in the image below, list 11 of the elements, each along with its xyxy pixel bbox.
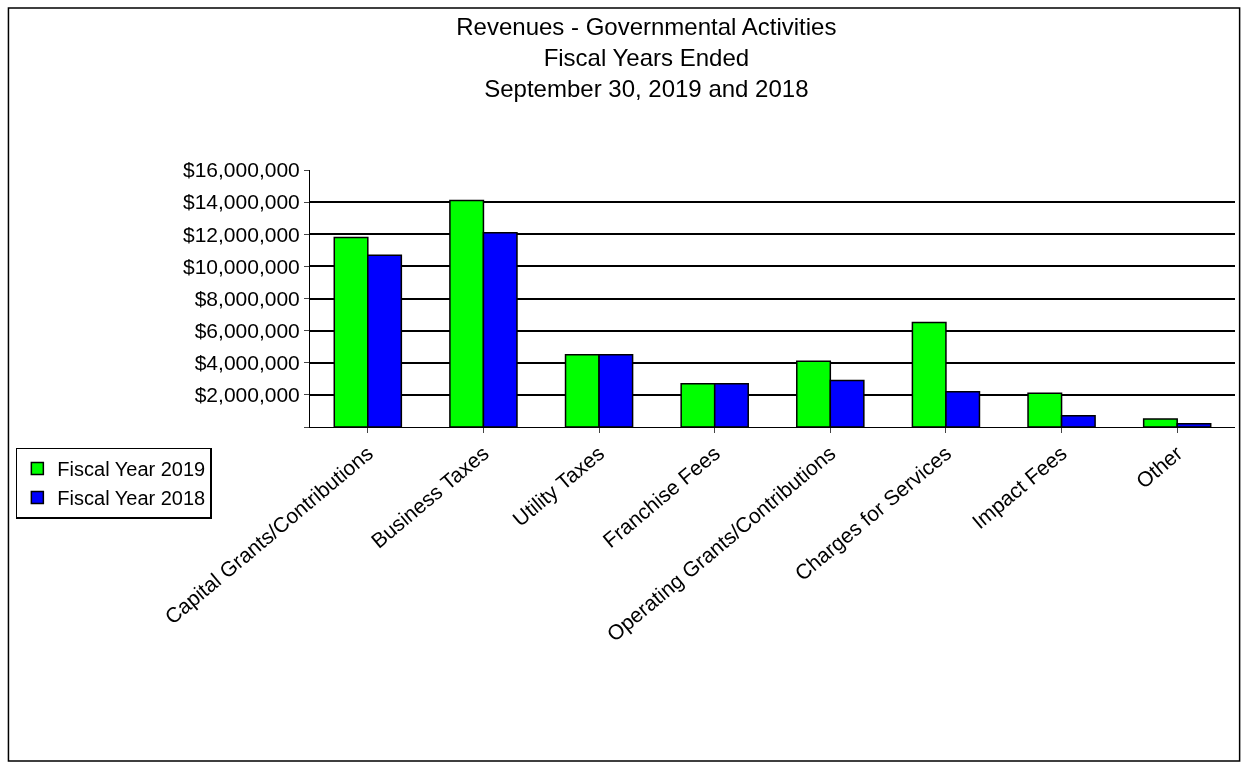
y-tick-label: $4,000,000: [194, 351, 300, 375]
y-tick-label: $10,000,000: [183, 254, 300, 278]
legend-label: Fiscal Year 2018: [57, 487, 206, 510]
y-tick-label: $6,000,000: [194, 318, 300, 342]
y-tick-label: $12,000,000: [183, 222, 300, 246]
chart-title: Revenues - Governmental Activities Fiscal Years Ended September 30, 2019 and 2018: [456, 12, 837, 102]
y-tick-label: $16,000,000: [183, 158, 300, 182]
y-tick-label: $2,000,000: [194, 383, 300, 407]
y-tick-label: $14,000,000: [183, 190, 300, 214]
y-tick-label: $8,000,000: [194, 286, 300, 310]
legend-label: Fiscal Year 2019: [57, 458, 206, 481]
